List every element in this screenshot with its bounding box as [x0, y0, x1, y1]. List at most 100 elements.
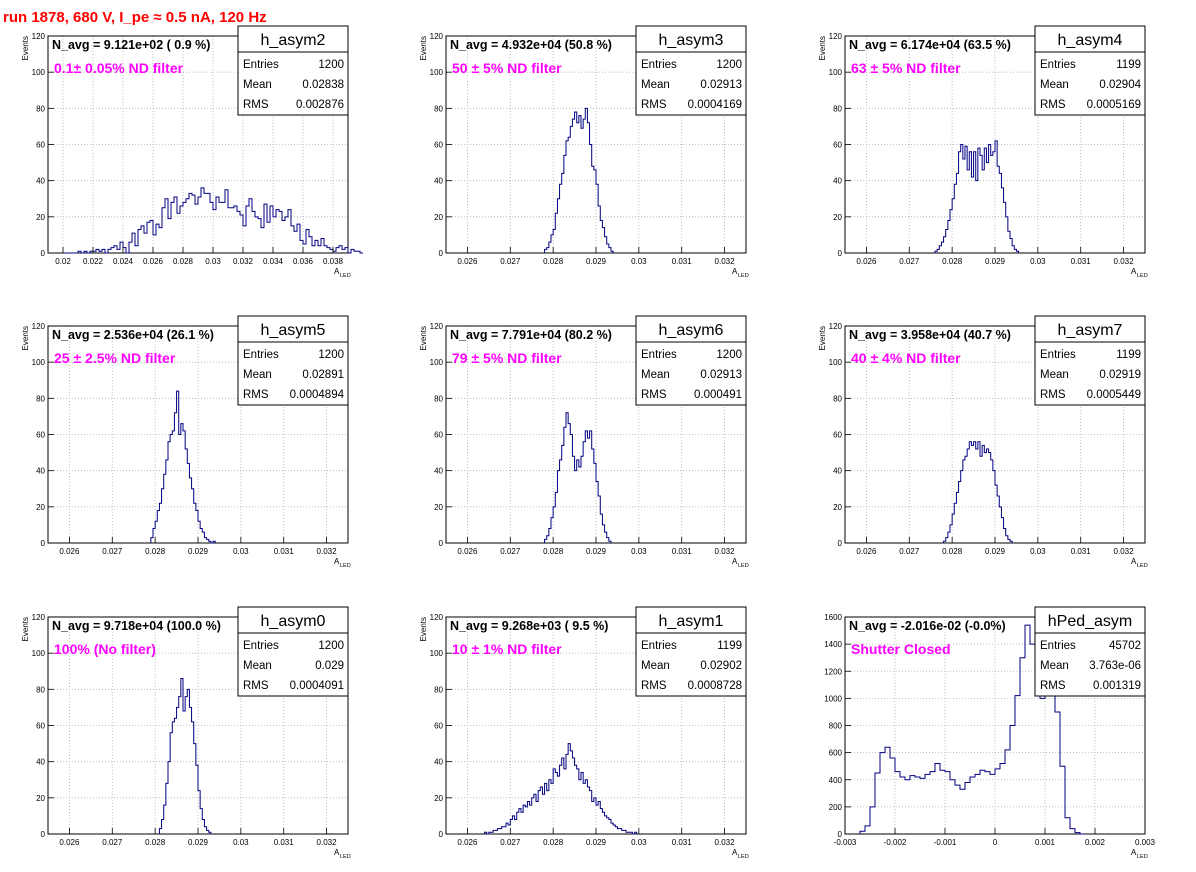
y-tick-label: 60	[434, 431, 443, 440]
x-axis-title: A	[1131, 557, 1137, 566]
y-tick-label: 80	[36, 685, 45, 694]
x-tick-label: 0.029	[586, 838, 607, 847]
x-tick-label: 0.003	[1135, 838, 1156, 847]
x-axis-title-subscript: LED	[1137, 563, 1148, 569]
stats-title-box	[237, 315, 349, 343]
y-tick-label: 600	[829, 749, 843, 758]
stats-label: Mean	[1040, 660, 1069, 672]
y-tick-label: 0	[439, 830, 444, 839]
histogram-line	[158, 677, 212, 834]
x-tick-label: -0.002	[884, 838, 907, 847]
y-axis-title: Events	[419, 36, 428, 60]
x-tick-label: -0.003	[834, 838, 857, 847]
y-tick-label: 100	[829, 68, 843, 77]
stats-label: Entries	[243, 59, 279, 71]
stats-label: Entries	[1040, 349, 1076, 361]
y-tick-label: 40	[833, 177, 842, 186]
stats-label: Mean	[243, 660, 272, 672]
stats-label: Entries	[1040, 59, 1076, 71]
histogram-line	[63, 187, 363, 254]
filter-label: 10 ± 1% ND filter	[452, 641, 562, 657]
x-tick-label: 0.027	[899, 547, 920, 556]
x-tick-label: 0.001	[1035, 838, 1056, 847]
filter-label: 25 ± 2.5% ND filter	[54, 350, 176, 366]
stats-title: h_asym2	[261, 32, 326, 49]
stats-label: Mean	[641, 660, 670, 672]
y-tick-label: 20	[36, 503, 45, 512]
stats-title: h_asym4	[1058, 32, 1123, 49]
x-tick-label: 0.032	[715, 838, 736, 847]
stats-value: 1200	[716, 349, 742, 361]
stats-label: RMS	[641, 389, 667, 401]
x-tick-label: 0.029	[985, 547, 1006, 556]
y-tick-label: 80	[434, 394, 443, 403]
y-tick-label: 20	[36, 794, 45, 803]
x-axis-title: A	[334, 848, 340, 857]
x-tick-label: 0.031	[672, 257, 693, 266]
filter-label: 100% (No filter)	[54, 641, 156, 657]
x-tick-label: 0.032	[1114, 257, 1135, 266]
y-axis-title: Events	[818, 36, 827, 60]
y-tick-label: 60	[36, 431, 45, 440]
stats-value: 0.029	[315, 660, 344, 672]
x-tick-label: 0.028	[543, 547, 564, 556]
stats-label: Entries	[641, 59, 677, 71]
navg-label: N_avg = 7.791e+04 (80.2 %)	[450, 328, 612, 342]
y-tick-label: 100	[430, 649, 444, 658]
x-tick-label: 0.002	[1085, 838, 1106, 847]
navg-label: N_avg = 9.718e+04 (100.0 %)	[52, 619, 221, 633]
stats-value: 0.0005169	[1087, 99, 1141, 111]
y-tick-label: 60	[36, 722, 45, 731]
y-axis-title: Events	[419, 617, 428, 641]
stats-title-box	[635, 25, 747, 53]
y-tick-label: 40	[833, 467, 842, 476]
stats-label: Mean	[641, 79, 670, 91]
x-tick-label: 0.028	[942, 547, 963, 556]
x-axis-title-subscript: LED	[340, 854, 351, 860]
panel-h_asym5: 0.026 0.027 0.028 0.029 0.03 0.031 0.032 0 20 40 6…	[21, 315, 351, 569]
x-tick-label: 0.026	[457, 257, 478, 266]
y-tick-label: 40	[434, 177, 443, 186]
y-tick-label: 1600	[824, 613, 842, 622]
navg-label: N_avg = 9.268e+03 ( 9.5 %)	[450, 619, 608, 633]
y-tick-label: 40	[36, 467, 45, 476]
stats-box	[635, 341, 747, 406]
panel-h_asym7: 0.026 0.027 0.028 0.029 0.03 0.031 0.032 0 20 40 6…	[818, 315, 1148, 569]
stats-label: Mean	[243, 79, 272, 91]
y-tick-label: 40	[36, 177, 45, 186]
y-tick-label: 100	[829, 358, 843, 367]
filter-label: 63 ± 5% ND filter	[851, 60, 961, 76]
x-tick-label: 0.03	[233, 838, 249, 847]
y-tick-label: 0	[439, 249, 444, 258]
y-tick-label: 0	[838, 830, 843, 839]
stats-label: Entries	[641, 640, 677, 652]
y-tick-label: 120	[32, 322, 46, 331]
x-tick-label: 0.027	[500, 257, 521, 266]
stats-title-box	[1034, 606, 1146, 634]
y-tick-label: 120	[32, 613, 46, 622]
filter-label: 50 ± 5% ND filter	[452, 60, 562, 76]
panel-h_asym4: 0.026 0.027 0.028 0.029 0.03 0.031 0.032 0 20 40 6…	[818, 25, 1148, 279]
x-tick-label: 0.028	[543, 257, 564, 266]
stats-value: 0.0004894	[290, 389, 345, 401]
stats-value: 0.02902	[700, 660, 742, 672]
y-tick-label: 20	[36, 213, 45, 222]
x-tick-label: 0.032	[1114, 547, 1135, 556]
x-tick-label: 0.029	[586, 547, 607, 556]
y-axis-title: Events	[21, 326, 30, 350]
y-tick-label: 120	[430, 613, 444, 622]
stats-title: h_asym3	[659, 32, 724, 49]
stats-box	[1034, 51, 1146, 116]
stats-value: 0.0004169	[688, 99, 742, 111]
panel-hPed_asym: -0.003 -0.002 -0.001 0 0.001 0.002 0.003 0 200 40…	[824, 606, 1156, 860]
x-tick-label: 0.031	[274, 838, 295, 847]
y-tick-label: 0	[838, 539, 843, 548]
y-tick-label: 80	[36, 104, 45, 113]
x-axis-title-subscript: LED	[738, 563, 749, 569]
stats-value: 1200	[318, 640, 344, 652]
histogram-line	[943, 441, 1013, 543]
filter-label: 79 ± 5% ND filter	[452, 350, 562, 366]
x-tick-label: 0.036	[293, 257, 314, 266]
y-tick-label: 20	[434, 503, 443, 512]
stats-value: 3.763e-06	[1089, 660, 1141, 672]
